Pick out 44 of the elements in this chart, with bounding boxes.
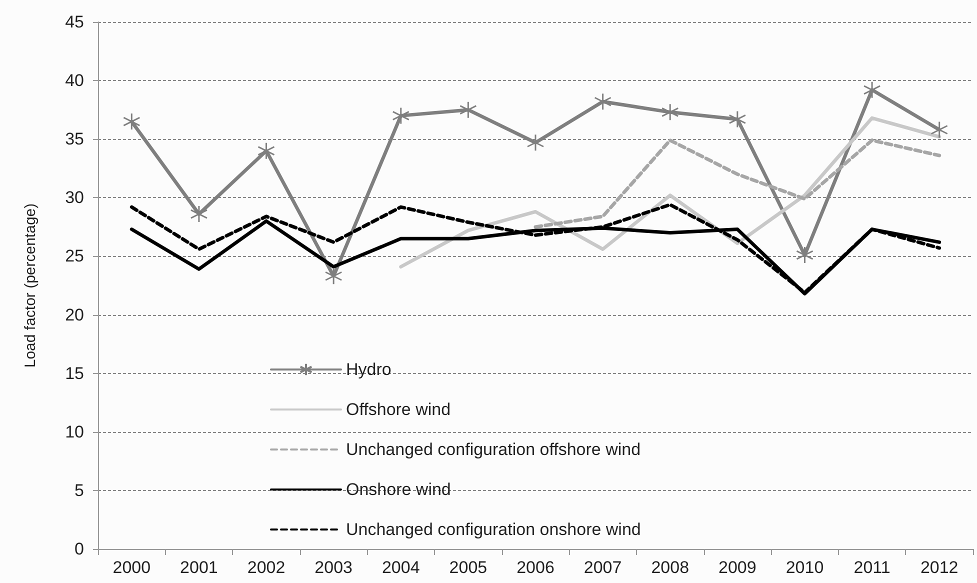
point — [459, 101, 477, 119]
point — [728, 110, 746, 128]
point — [930, 120, 948, 138]
y-tick-label: 45 — [65, 12, 84, 32]
point — [258, 142, 276, 160]
line-series — [534, 138, 942, 229]
y-tick-label: 0 — [74, 540, 84, 558]
x-tick-label: 2010 — [786, 558, 824, 577]
point — [863, 81, 881, 99]
y-tick-label: 15 — [65, 364, 84, 383]
y-tick-label: 5 — [74, 480, 84, 500]
y-tick-label: 25 — [65, 246, 84, 266]
point — [661, 103, 679, 121]
legend-label: Unchanged configuration onshore wind — [346, 520, 641, 539]
y-tick-label: 20 — [65, 305, 84, 324]
x-tick-label: 2003 — [314, 558, 352, 577]
point — [324, 267, 342, 285]
legend-label: Hydro — [346, 360, 392, 379]
x-tick-label: 2001 — [180, 558, 218, 577]
y-tick-label: 30 — [65, 188, 84, 208]
point — [796, 246, 814, 264]
line-series — [130, 202, 942, 294]
x-tick-label: 2009 — [718, 558, 756, 577]
x-tick-label: 2005 — [449, 558, 488, 577]
point — [594, 92, 612, 110]
x-tick-label: 2008 — [651, 558, 690, 577]
y-axis-title: Load factor (percentage) — [22, 203, 39, 368]
x-tick-label: 2006 — [516, 558, 554, 577]
legend-label: Onshore wind — [346, 480, 451, 499]
x-tick-label: 2002 — [247, 558, 286, 577]
x-tick-label: 2007 — [584, 558, 622, 577]
legend-label: Offshore wind — [346, 400, 451, 419]
legend-label: Unchanged configuration offshore wind — [346, 440, 641, 459]
y-tick-label: 35 — [65, 130, 84, 149]
y-tick-label: 40 — [65, 71, 84, 90]
x-tick-label: 2012 — [920, 558, 958, 577]
x-tick-label: 2011 — [854, 558, 890, 577]
point — [392, 106, 410, 124]
x-tick-label: 2000 — [112, 558, 151, 577]
y-tick-label: 10 — [65, 422, 84, 442]
x-tick-label: 2004 — [382, 558, 420, 577]
point — [526, 134, 544, 152]
point — [190, 205, 208, 223]
point — [122, 112, 140, 130]
